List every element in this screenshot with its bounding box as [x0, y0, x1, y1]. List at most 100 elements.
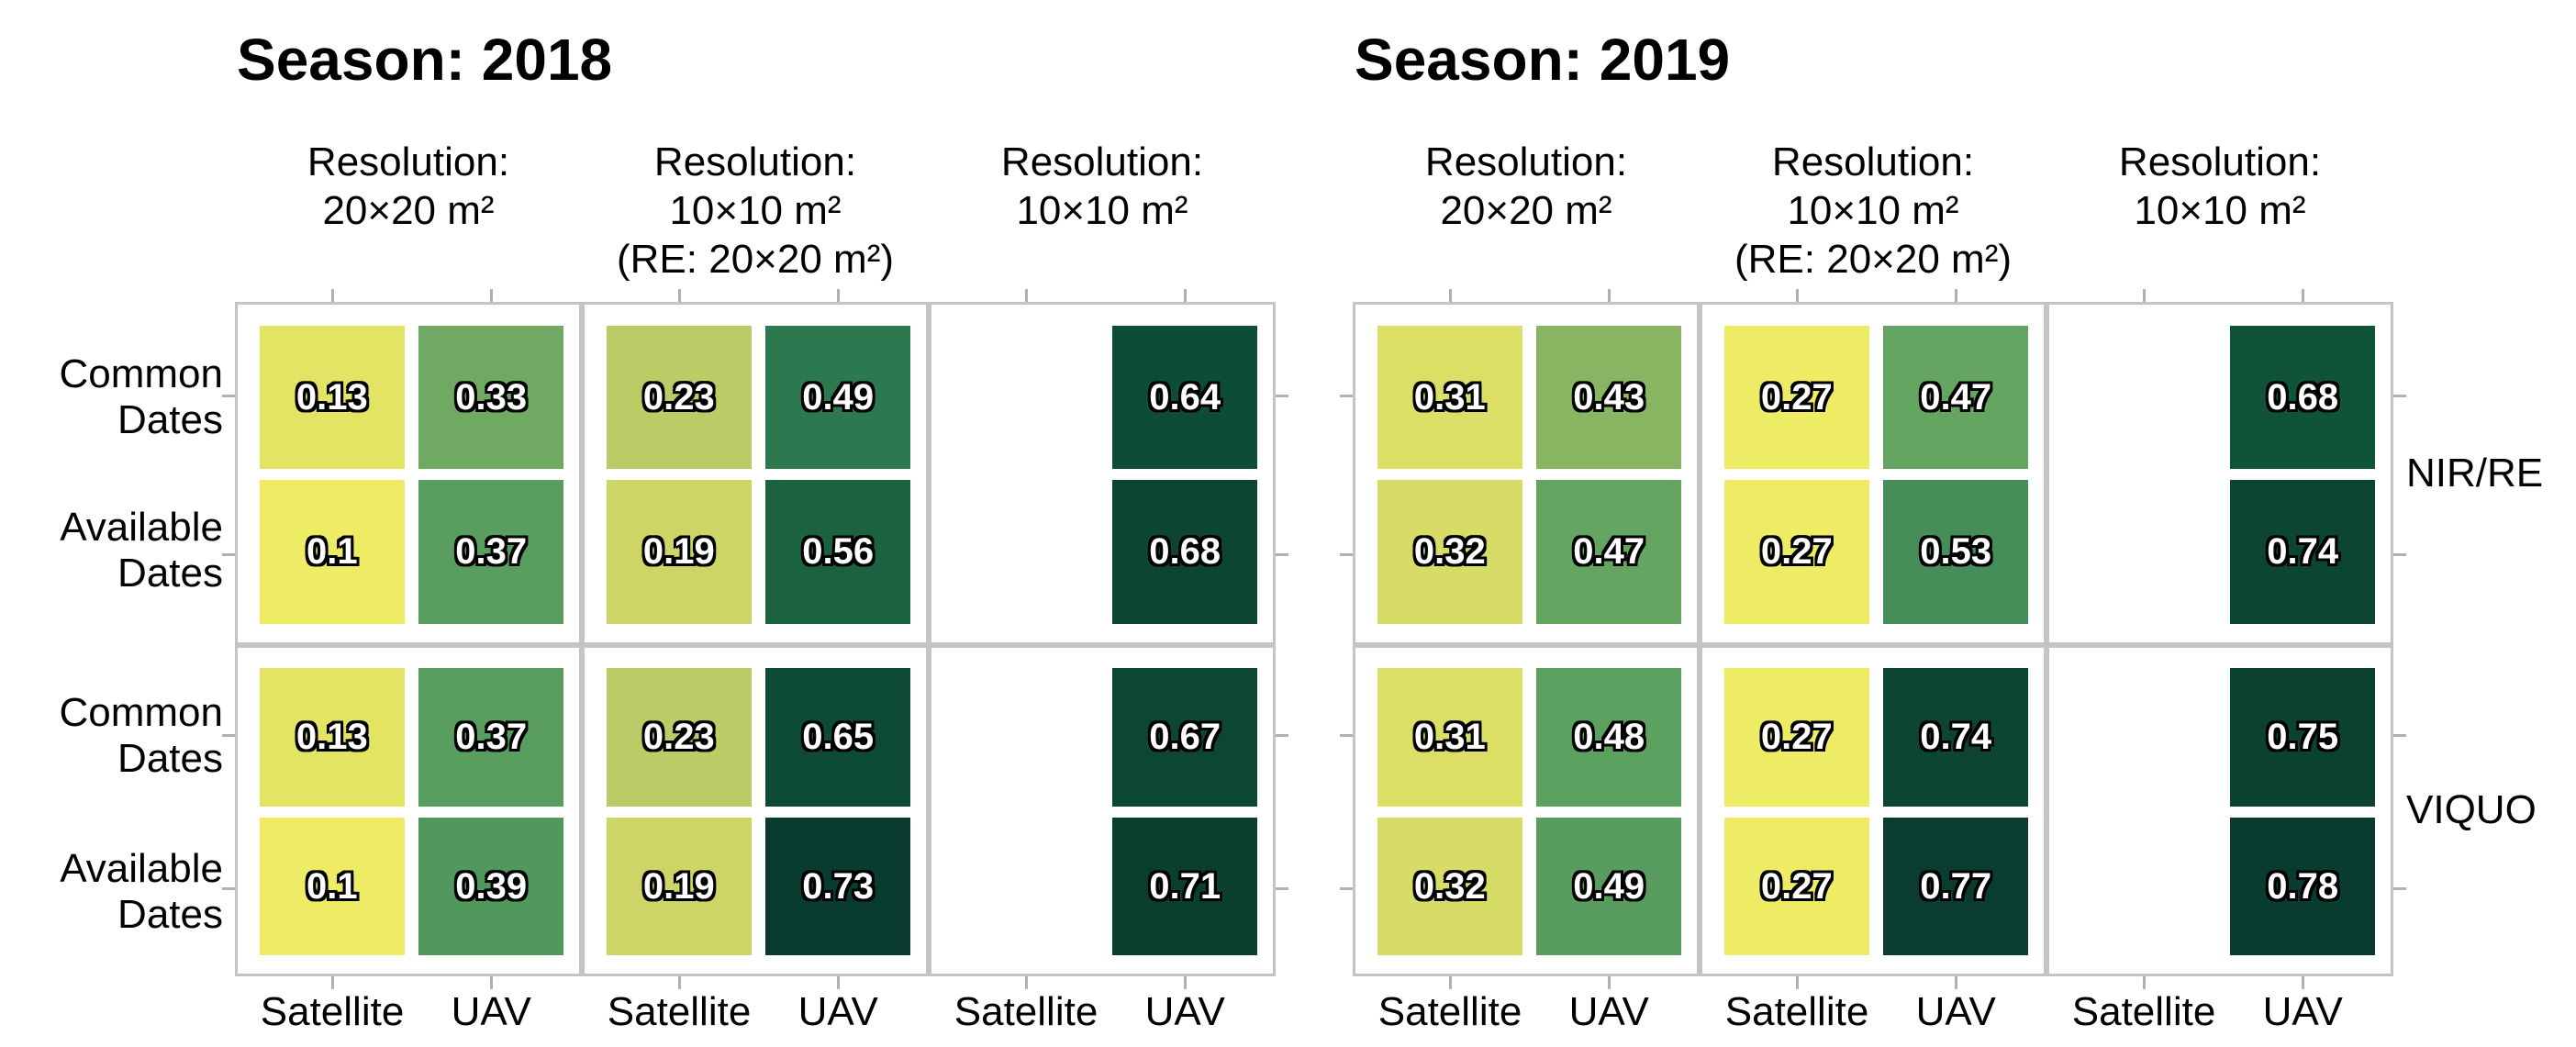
- axis-tick: [222, 887, 235, 891]
- heatmap-panel: 0.31 0.43 0.32 0.47: [1353, 302, 1700, 645]
- axis-tick: [2393, 734, 2406, 738]
- heatmap-panel: 0.68 0.74: [2046, 302, 2393, 645]
- cell-value: 0.37: [455, 531, 528, 573]
- column-header-line: 10×10 m²: [1787, 188, 1959, 233]
- axis-tick: [222, 394, 235, 397]
- heatmap-cell: 0.75: [2230, 668, 2376, 808]
- x-axis-label: Satellite: [953, 989, 1098, 1034]
- heatmap-cell: 0.56: [765, 480, 911, 624]
- cell-value: 0.47: [1573, 531, 1645, 573]
- cell-value: 0.49: [1573, 865, 1645, 907]
- cell-value: 0.31: [1413, 717, 1486, 758]
- heatmap-panel: 0.27 0.47 0.27 0.53: [1700, 302, 2046, 645]
- axis-tick: [1183, 289, 1187, 302]
- heatmap-cell: 0.27: [1723, 326, 1869, 470]
- column-header-line: Resolution:: [2118, 139, 2322, 184]
- column-header-line: Resolution:: [1000, 139, 1204, 184]
- column-header: Resolution: 10×10 m²: [2119, 138, 2321, 235]
- cell-value: 0.32: [1413, 531, 1486, 573]
- axis-tick: [1954, 976, 1957, 989]
- axis-tick: [1276, 394, 1288, 397]
- axis-tick: [1795, 289, 1799, 302]
- facet-row-label: NIR/RE: [2406, 451, 2544, 496]
- cell-value: 0.71: [1149, 865, 1221, 907]
- heatmap-cell: 0.64: [1112, 326, 1258, 470]
- cell-value: 0.23: [642, 376, 715, 418]
- cell-value: 0.75: [2267, 717, 2339, 758]
- heatmap-cell: 0.78: [2230, 817, 2376, 956]
- column-header: Resolution: 20×20 m²: [1425, 138, 1627, 235]
- axis-tick: [1276, 734, 1288, 738]
- row-label: Common Dates: [0, 690, 224, 782]
- x-axis-label: UAV: [1568, 989, 1649, 1034]
- heatmap-cell: 0.32: [1377, 817, 1522, 956]
- cell-value: 0.27: [1760, 865, 1833, 907]
- x-axis-label: UAV: [1144, 989, 1225, 1034]
- heatmap-panel: 0.67 0.71: [929, 645, 1276, 976]
- cell-value: 0.33: [455, 376, 528, 418]
- column-header-line: Resolution:: [653, 139, 857, 184]
- axis-tick: [2142, 289, 2146, 302]
- heatmap-cell: 0.13: [259, 668, 405, 808]
- column-header-line: Resolution:: [1424, 139, 1628, 184]
- cell-value: 0.19: [642, 865, 715, 907]
- axis-tick: [1340, 394, 1353, 397]
- heatmap-panel: 0.64 0.68: [929, 302, 1276, 645]
- x-axis-label: Satellite: [1724, 989, 1869, 1034]
- heatmap-panel: 0.27 0.74 0.27 0.77: [1700, 645, 2046, 976]
- axis-tick: [1795, 976, 1799, 989]
- axis-tick: [1340, 552, 1353, 556]
- axis-tick: [489, 976, 493, 989]
- x-axis-label: Satellite: [1377, 989, 1522, 1034]
- heatmap-panel: 0.75 0.78: [2046, 645, 2393, 976]
- heatmap-cell: 0.13: [259, 326, 405, 470]
- axis-tick: [2301, 289, 2304, 302]
- heatmap-cell: 0.68: [2230, 326, 2376, 470]
- axis-tick: [2393, 552, 2406, 556]
- column-header-line: (RE: 20×20 m²): [1734, 237, 2012, 282]
- row-label-line: Dates: [117, 551, 223, 596]
- axis-tick: [330, 976, 334, 989]
- heatmap-panel: 0.31 0.48 0.32 0.49: [1353, 645, 1700, 976]
- axis-tick: [1448, 289, 1452, 302]
- axis-tick: [222, 734, 235, 738]
- x-axis-label: UAV: [451, 989, 531, 1034]
- axis-tick: [2301, 976, 2304, 989]
- heatmap-panel: 0.13 0.33 0.1 0.37: [235, 302, 582, 645]
- cell-value: 0.53: [1920, 531, 1992, 573]
- season-title: Season: 2019: [1355, 27, 1731, 93]
- heatmap-cell: 0.74: [1883, 668, 2029, 808]
- axis-tick: [2393, 887, 2406, 891]
- heatmap-cell: 0.31: [1377, 326, 1522, 470]
- heatmap-cell: 0.31: [1377, 668, 1522, 808]
- cell-value: 0.37: [455, 717, 528, 758]
- column-header-line: 20×20 m²: [322, 188, 495, 233]
- heatmap-cell: 0.47: [1883, 326, 2029, 470]
- axis-tick: [330, 289, 334, 302]
- column-header-line: 10×10 m²: [669, 188, 842, 233]
- cell-value: 0.39: [455, 865, 528, 907]
- cell-value: 0.31: [1413, 376, 1486, 418]
- row-label: Common Dates: [0, 351, 224, 443]
- axis-tick: [836, 289, 840, 302]
- column-header: Resolution: 10×10 m² (RE: 20×20 m²): [1734, 138, 2012, 284]
- x-axis-label: Satellite: [2071, 989, 2216, 1034]
- heatmap-cell: 0.23: [606, 668, 752, 808]
- heatmap-cell: 0.48: [1536, 668, 1682, 808]
- column-header-line: 10×10 m²: [2134, 188, 2306, 233]
- axis-tick: [1276, 552, 1288, 556]
- x-axis-label: Satellite: [260, 989, 405, 1034]
- cell-value: 0.19: [642, 531, 715, 573]
- heatmap-cell: 0.73: [765, 817, 911, 956]
- cell-value: 0.49: [802, 376, 875, 418]
- axis-tick: [1024, 289, 1028, 302]
- heatmap-cell: 0.19: [606, 480, 752, 624]
- heatmap-cell: 0.37: [418, 480, 564, 624]
- row-label-line: Common: [59, 690, 224, 735]
- axis-tick: [677, 976, 681, 989]
- heatmap-cell: 0.27: [1723, 480, 1869, 624]
- heatmap-cell: 0.1: [259, 817, 405, 956]
- heatmap-cell: 0.74: [2230, 480, 2376, 624]
- column-header-line: Resolution:: [307, 139, 510, 184]
- column-header-line: 20×20 m²: [1440, 188, 1612, 233]
